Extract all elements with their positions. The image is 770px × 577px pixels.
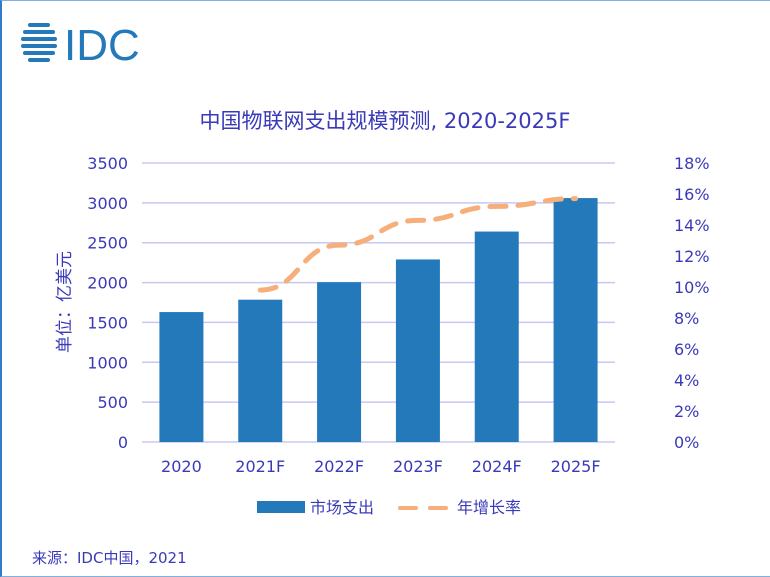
x-tick-label: 2025F (551, 457, 601, 476)
y2-tick-label: 12% (674, 247, 710, 266)
y2-tick-label: 8% (674, 309, 699, 328)
bar-2023F (395, 259, 440, 442)
y-tick-label: 1500 (87, 313, 128, 332)
chart-title: 中国物联网支出规模预测, 2020-2025F (200, 109, 571, 133)
idc-logo: IDC (21, 21, 140, 68)
source-note: 来源：IDC中国，2021 (32, 549, 187, 567)
bar-2020 (159, 312, 204, 442)
y2-tick-label: 18% (674, 154, 710, 173)
y2-tick-label: 4% (674, 371, 699, 390)
x-tick-label: 2021F (235, 457, 285, 476)
y2-tick-label: 14% (674, 216, 710, 235)
y2-tick-label: 10% (674, 278, 710, 297)
y-tick-label: 3500 (87, 154, 128, 173)
y-tick-label: 2500 (87, 234, 128, 253)
y-tick-label: 0 (118, 433, 128, 452)
legend: 市场支出 年增长率 (257, 498, 521, 517)
bar-2024F (474, 231, 519, 442)
y-tick-label: 500 (97, 393, 128, 412)
y2-tick-label: 2% (674, 402, 699, 421)
y-tick-label: 3000 (87, 194, 128, 213)
y2-tick-label: 0% (674, 433, 699, 452)
svg-text:IDC: IDC (64, 21, 140, 68)
y-axis-label: 单位：亿美元 (55, 251, 75, 353)
x-tick-label: 2024F (472, 457, 522, 476)
bar-2025F (553, 198, 598, 442)
legend-line-label: 年增长率 (457, 498, 521, 517)
y-tick-label: 1000 (87, 353, 128, 372)
y2-tick-label: 16% (674, 185, 710, 204)
growth-rate-line (257, 196, 579, 293)
legend-bar-label: 市场支出 (310, 498, 374, 517)
y-tick-label: 2000 (87, 274, 128, 293)
x-tick-label: 2022F (314, 457, 364, 476)
x-tick-label: 2020 (161, 457, 202, 476)
x-tick-label: 2023F (393, 457, 443, 476)
y2-tick-label: 6% (674, 340, 699, 359)
bar-2021F (238, 299, 283, 442)
bar-2022F (317, 282, 362, 442)
legend-bar-swatch (257, 501, 305, 513)
